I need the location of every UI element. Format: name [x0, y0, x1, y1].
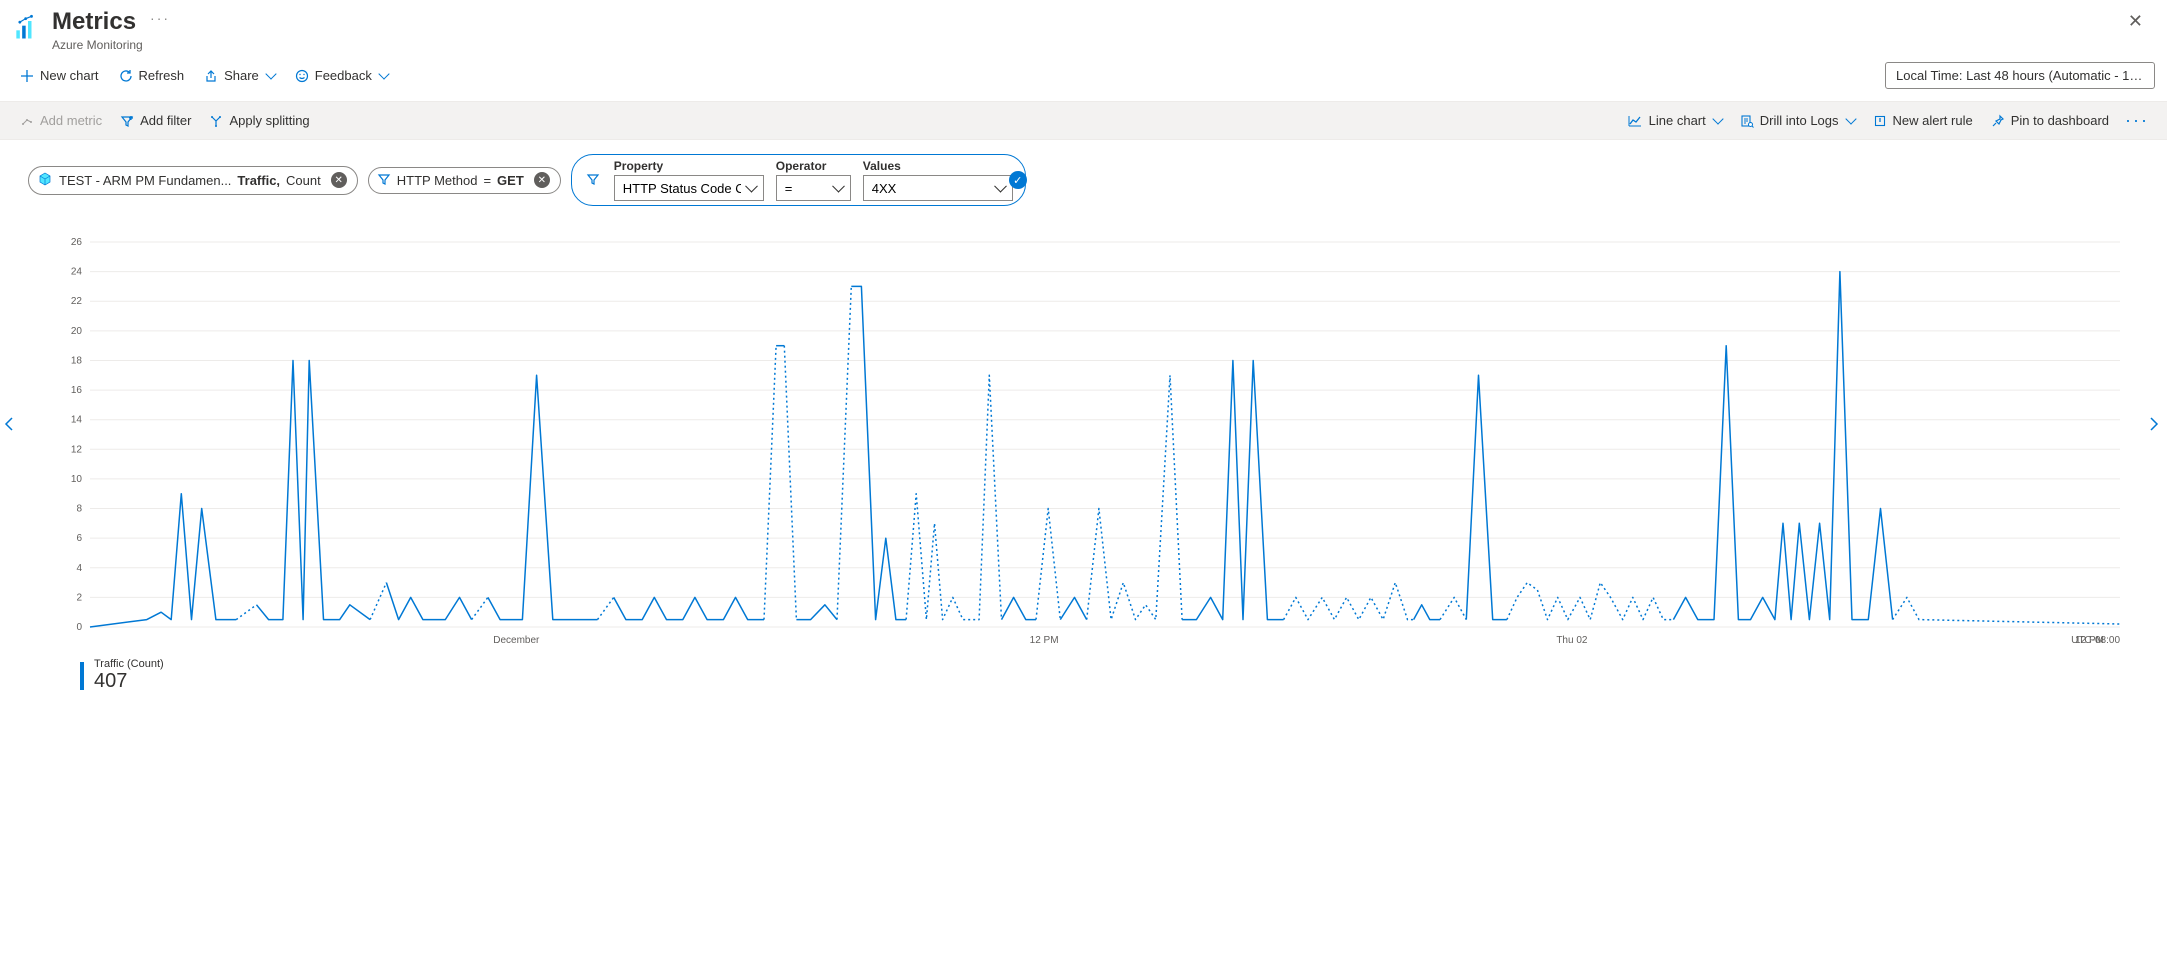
- svg-text:6: 6: [76, 533, 82, 544]
- funnel-icon: [586, 172, 600, 189]
- chevron-down-icon: [1845, 115, 1855, 126]
- drill-logs-button[interactable]: Drill into Logs: [1732, 108, 1863, 133]
- apply-splitting-label: Apply splitting: [229, 113, 309, 128]
- svg-text:20: 20: [71, 326, 83, 337]
- svg-text:26: 26: [71, 237, 83, 248]
- chart-prev-button[interactable]: [4, 412, 18, 436]
- filter-pill[interactable]: HTTP Method = GET ✕: [368, 167, 561, 194]
- property-label: Property: [614, 159, 764, 173]
- chart-legend: Traffic (Count) 407: [20, 652, 2147, 693]
- new-chart-label: New chart: [40, 68, 99, 83]
- svg-text:14: 14: [71, 415, 83, 426]
- svg-text:8: 8: [76, 504, 82, 515]
- plus-icon: [20, 69, 34, 83]
- chevron-down-icon: [1712, 115, 1722, 126]
- add-metric-label: Add metric: [40, 113, 102, 128]
- drill-logs-label: Drill into Logs: [1760, 113, 1839, 128]
- legend-value: 407: [94, 670, 164, 693]
- add-metric-icon: [20, 114, 34, 128]
- feedback-label: Feedback: [315, 68, 372, 83]
- remove-filter-button[interactable]: ✕: [534, 172, 550, 188]
- pin-label: Pin to dashboard: [2011, 113, 2109, 128]
- logs-icon: [1740, 114, 1754, 128]
- svg-text:10: 10: [71, 474, 83, 485]
- apply-filter-button[interactable]: ✓: [1009, 171, 1027, 189]
- page-header: Metrics ··· Azure Monitoring ✕: [0, 0, 2167, 56]
- svg-text:2: 2: [76, 592, 82, 603]
- remove-metric-button[interactable]: ✕: [331, 172, 347, 188]
- metrics-icon: [14, 14, 42, 42]
- feedback-button[interactable]: Feedback: [287, 63, 396, 88]
- add-filter-button[interactable]: Add filter: [112, 108, 199, 133]
- svg-text:Thu 02: Thu 02: [1556, 635, 1588, 646]
- add-filter-label: Add filter: [140, 113, 191, 128]
- chart-type-button[interactable]: Line chart: [1619, 108, 1730, 133]
- svg-text:December: December: [493, 635, 540, 646]
- filter-op: =: [483, 173, 491, 188]
- line-chart-icon: [1627, 114, 1643, 128]
- filter-row: TEST - ARM PM Fundamen... Traffic, Count…: [0, 140, 2167, 212]
- legend-swatch: [80, 662, 84, 690]
- operator-label: Operator: [776, 159, 851, 173]
- new-alert-button[interactable]: New alert rule: [1865, 108, 1981, 133]
- chart-type-label: Line chart: [1649, 113, 1706, 128]
- svg-text:0: 0: [76, 622, 82, 633]
- toolbar-primary: New chart Refresh Share Feedback Local T…: [0, 56, 2167, 95]
- share-icon: [204, 69, 218, 83]
- svg-text:24: 24: [71, 267, 83, 278]
- toolbar-chart: Add metric Add filter Apply splitting Li…: [0, 101, 2167, 140]
- share-label: Share: [224, 68, 259, 83]
- filter-dim: HTTP Method: [397, 173, 478, 188]
- new-alert-label: New alert rule: [1893, 113, 1973, 128]
- header-more-icon[interactable]: ···: [150, 10, 170, 26]
- refresh-button[interactable]: Refresh: [111, 63, 193, 88]
- svg-text:18: 18: [71, 355, 83, 366]
- resource-cube-icon: [37, 171, 53, 190]
- close-button[interactable]: ✕: [2122, 10, 2149, 33]
- metric-resource: TEST - ARM PM Fundamen...: [59, 173, 231, 188]
- filter-icon: [120, 114, 134, 128]
- page-subtitle: Azure Monitoring: [52, 38, 170, 52]
- legend-label: Traffic (Count): [94, 658, 164, 670]
- svg-text:22: 22: [71, 296, 83, 307]
- chevron-down-icon: [378, 70, 388, 81]
- property-select[interactable]: HTTP Status Code Class: [614, 175, 764, 201]
- values-select[interactable]: 4XX: [863, 175, 1013, 201]
- chart-container: 02468101214161820222426December12 PMThu …: [20, 232, 2147, 693]
- time-range-picker[interactable]: Local Time: Last 48 hours (Automatic - 1…: [1885, 62, 2155, 89]
- svg-text:UTC-08:00: UTC-08:00: [2071, 635, 2120, 646]
- toolbar-more-button[interactable]: ···: [2119, 110, 2155, 131]
- funnel-icon: [377, 172, 391, 189]
- filter-val: GET: [497, 173, 524, 188]
- chevron-down-icon: [265, 70, 275, 81]
- svg-text:12 PM: 12 PM: [1030, 635, 1059, 646]
- split-icon: [209, 114, 223, 128]
- pin-icon: [1991, 114, 2005, 128]
- pin-button[interactable]: Pin to dashboard: [1983, 108, 2117, 133]
- operator-select[interactable]: =: [776, 175, 851, 201]
- metrics-chart: 02468101214161820222426December12 PMThu …: [20, 232, 2140, 652]
- metric-name: Traffic,: [237, 173, 280, 188]
- page-title: Metrics: [52, 8, 136, 36]
- smiley-icon: [295, 69, 309, 83]
- svg-text:4: 4: [76, 563, 82, 574]
- chart-next-button[interactable]: [2149, 412, 2163, 436]
- refresh-label: Refresh: [139, 68, 185, 83]
- apply-splitting-button[interactable]: Apply splitting: [201, 108, 317, 133]
- metric-agg: Count: [286, 173, 321, 188]
- new-chart-button[interactable]: New chart: [12, 63, 107, 88]
- add-metric-button[interactable]: Add metric: [12, 108, 110, 133]
- values-label: Values: [863, 159, 1013, 173]
- svg-text:16: 16: [71, 385, 83, 396]
- svg-text:12: 12: [71, 444, 83, 455]
- metric-pill[interactable]: TEST - ARM PM Fundamen... Traffic, Count…: [28, 166, 358, 195]
- refresh-icon: [119, 69, 133, 83]
- filter-editor: Property HTTP Status Code Class Operator…: [571, 154, 1026, 206]
- alert-icon: [1873, 114, 1887, 128]
- share-button[interactable]: Share: [196, 63, 283, 88]
